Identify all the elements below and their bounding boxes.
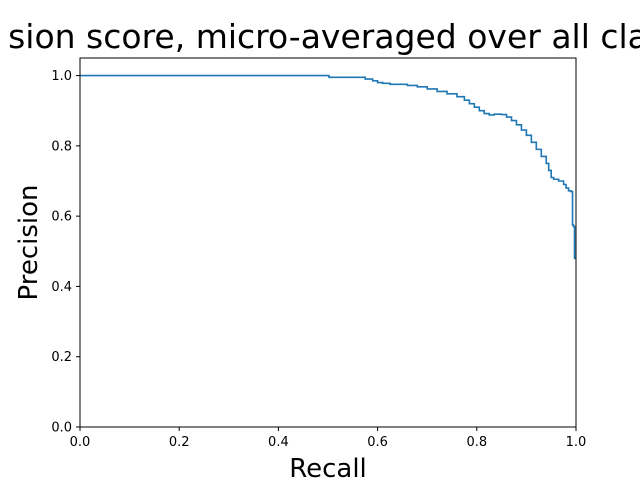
x-tick-label: 0.2 [169,435,190,450]
x-axis-title: Recall [289,454,367,480]
x-tick-label: 1.0 [566,435,587,450]
x-tick-label: 0.6 [367,435,388,450]
y-tick-label: 0.4 [51,280,72,295]
x-tick-label: 0.8 [466,435,487,450]
x-tick-label: 0.0 [70,435,91,450]
axes-frame [79,57,577,428]
plot-layer [80,74,576,260]
y-tick-label: 1.0 [51,69,72,84]
precision-recall-curve [80,74,576,260]
y-axis-title: Precision [14,184,44,300]
x-tick-label: 0.4 [268,435,289,450]
y-tick-label: 0.0 [51,421,72,436]
chart-title: sion score, micro-averaged over all cla [8,17,640,56]
y-tick-label: 0.6 [51,210,72,225]
y-tick-label: 0.2 [51,350,72,365]
y-tick-label: 0.8 [51,139,72,154]
ticks-layer: 0.0 0.2 0.4 0.6 0.8 1.0 0.0 0.2 0.4 0.6 0.8 1.0 [51,69,586,450]
